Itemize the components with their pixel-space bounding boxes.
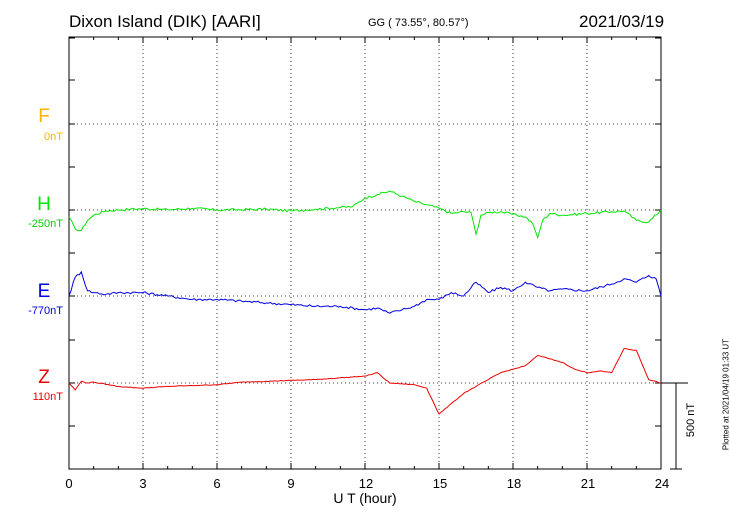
x-tick-label: 12 bbox=[358, 476, 374, 491]
x-tick-label: 9 bbox=[287, 476, 295, 491]
baseline-label-f: 0nT bbox=[44, 131, 63, 143]
baseline-label-h: -250nT bbox=[28, 218, 63, 230]
series-line-h bbox=[68, 190, 662, 240]
component-label-e: E bbox=[37, 281, 51, 302]
x-tick-label: 18 bbox=[506, 476, 522, 491]
baseline-label-e: -770nT bbox=[28, 305, 63, 317]
component-label-z: Z bbox=[38, 367, 50, 388]
scale-bar-label: 500 nT bbox=[685, 402, 697, 438]
baseline-label-z: 110nT bbox=[32, 391, 63, 403]
component-label-h: H bbox=[37, 194, 51, 215]
date-label: 2021/03/19 bbox=[579, 12, 665, 31]
x-tick-label: 3 bbox=[139, 476, 147, 491]
x-tick-label: 21 bbox=[580, 476, 596, 491]
x-axis-label: U T (hour) bbox=[333, 490, 397, 506]
x-tick-label: 15 bbox=[432, 476, 448, 491]
x-tick-label: 24 bbox=[654, 476, 670, 491]
station-title: Dixon Island (DIK) [AARI] bbox=[69, 12, 261, 31]
x-tick-label: 0 bbox=[65, 476, 73, 491]
series-line-e bbox=[68, 270, 662, 314]
plotted-timestamp: Plotted at 2021/04/19 01:33 UT bbox=[721, 338, 730, 451]
x-tick-label: 6 bbox=[213, 476, 221, 491]
series-line-z bbox=[68, 348, 662, 415]
coordinates-label: GG ( 73.55°, 80.57°) bbox=[368, 17, 469, 29]
component-label-f: F bbox=[38, 106, 50, 127]
